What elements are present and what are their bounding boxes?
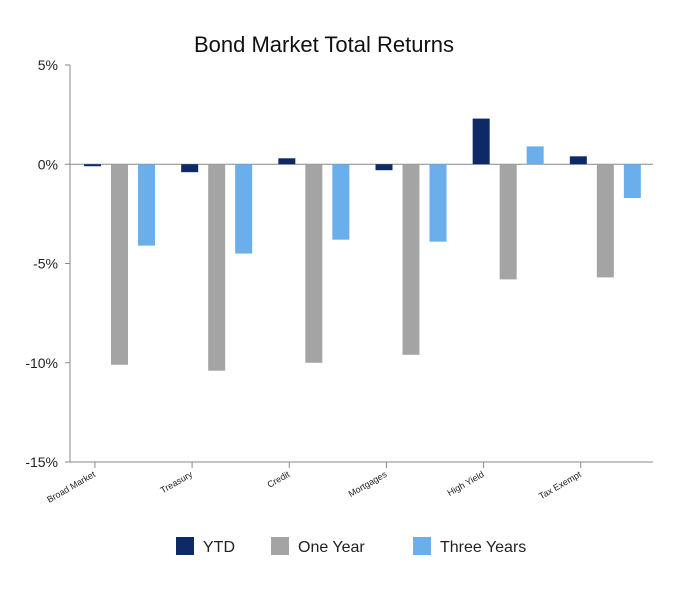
y-tick-label: -5% (33, 256, 58, 272)
bar-ytd (181, 164, 199, 173)
bar-ytd (84, 164, 101, 167)
bar-one-year (499, 164, 517, 280)
plot-area: 5% 0% -5% -10% -15%Broad Market Treasury Credi… (25, 57, 653, 505)
bar-ytd (569, 156, 587, 165)
y-tick-label: 0% (38, 156, 58, 172)
x-tick-label: Broad Market (45, 469, 97, 505)
bar-one-year (208, 164, 226, 371)
bar-three-years (429, 164, 447, 242)
legend-swatch-ytd (176, 537, 194, 555)
legend-label: YTD (203, 539, 235, 556)
bar-ytd (278, 158, 296, 165)
bar-one-year (596, 164, 614, 278)
legend-swatch-three-years (413, 537, 431, 555)
legend-swatch-one-year (271, 537, 289, 555)
x-tick-label: Treasury (159, 469, 195, 495)
x-tick-label: Credit (266, 469, 292, 490)
bar-ytd (375, 164, 393, 171)
bar-one-year (111, 164, 128, 365)
bar-three-years (235, 164, 253, 254)
chart-title: Bond Market Total Returns (194, 32, 454, 57)
bar-three-years (332, 164, 350, 240)
x-tick-label: Mortgages (347, 469, 389, 499)
bar-one-year (402, 164, 420, 355)
bar-three-years (623, 164, 641, 198)
bar-ytd (472, 118, 490, 165)
legend-label: Three Years (440, 539, 526, 556)
y-tick-label: 5% (38, 57, 58, 73)
bar-three-years (526, 146, 544, 165)
bar-three-years (138, 164, 155, 246)
y-tick-label: -10% (25, 355, 58, 371)
x-tick-label: Tax Exempt (537, 469, 583, 501)
bar-one-year (305, 164, 323, 363)
legend-label: One Year (298, 539, 365, 556)
y-tick-label: -15% (25, 454, 58, 470)
x-tick-label: High Yield (446, 469, 486, 498)
legend: YTD One Year Three Years (176, 537, 526, 556)
